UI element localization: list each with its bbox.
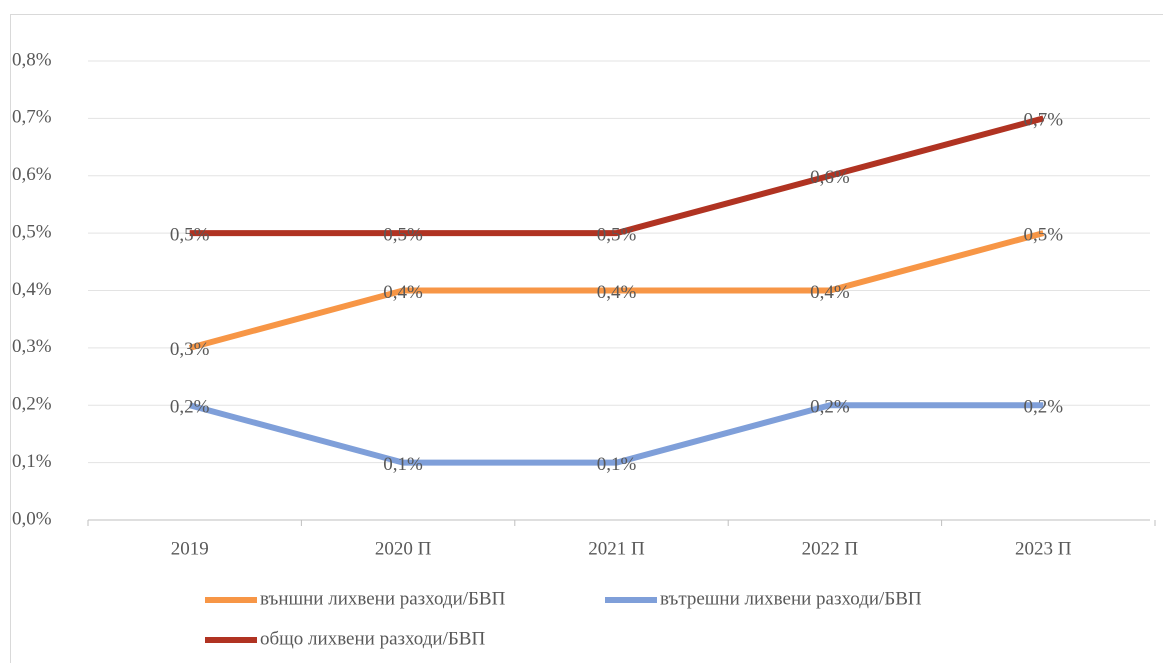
data-label: 0,1% (383, 454, 423, 475)
x-tick-label: 2019 (171, 538, 209, 559)
y-tick-label: 0,8% (12, 49, 52, 70)
data-label: 0,2% (810, 397, 850, 418)
data-label: 0,7% (1024, 110, 1064, 131)
y-tick-label: 0,3% (12, 336, 52, 357)
data-label: 0,2% (1024, 397, 1064, 418)
data-label: 0,6% (810, 167, 850, 188)
series-line (188, 230, 1045, 351)
x-tick-label: 2023 П (1015, 538, 1072, 559)
y-tick-label: 0,5% (12, 221, 52, 242)
y-tick-label: 0,4% (12, 279, 52, 300)
data-label: 0,4% (383, 282, 423, 303)
y-tick-label: 0,0% (12, 508, 52, 529)
data-label: 0,5% (1024, 224, 1064, 245)
data-label: 0,3% (170, 339, 210, 360)
y-tick-label: 0,1% (12, 451, 52, 472)
data-label: 0,2% (170, 397, 210, 418)
x-tick-label: 2020 П (375, 538, 432, 559)
data-label: 0,5% (597, 224, 637, 245)
data-label: 0,4% (597, 282, 637, 303)
data-label: 0,4% (810, 282, 850, 303)
legend-label: външни лихвени разходи/БВП (260, 588, 506, 609)
y-tick-label: 0,7% (12, 107, 52, 128)
legend-label: общо лихвени разходи/БВП (260, 628, 485, 649)
data-label: 0,5% (383, 224, 423, 245)
data-label: 0,5% (170, 224, 210, 245)
y-tick-label: 0,2% (12, 394, 52, 415)
x-tick-label: 2022 П (802, 538, 859, 559)
chart-frame (10, 14, 1163, 663)
series-line (189, 115, 1045, 237)
y-tick-label: 0,6% (12, 164, 52, 185)
series-line (188, 402, 1044, 466)
data-label: 0,1% (597, 454, 637, 475)
x-tick-label: 2021 П (588, 538, 645, 559)
legend-label: вътрешни лихвени разходи/БВП (660, 588, 922, 609)
